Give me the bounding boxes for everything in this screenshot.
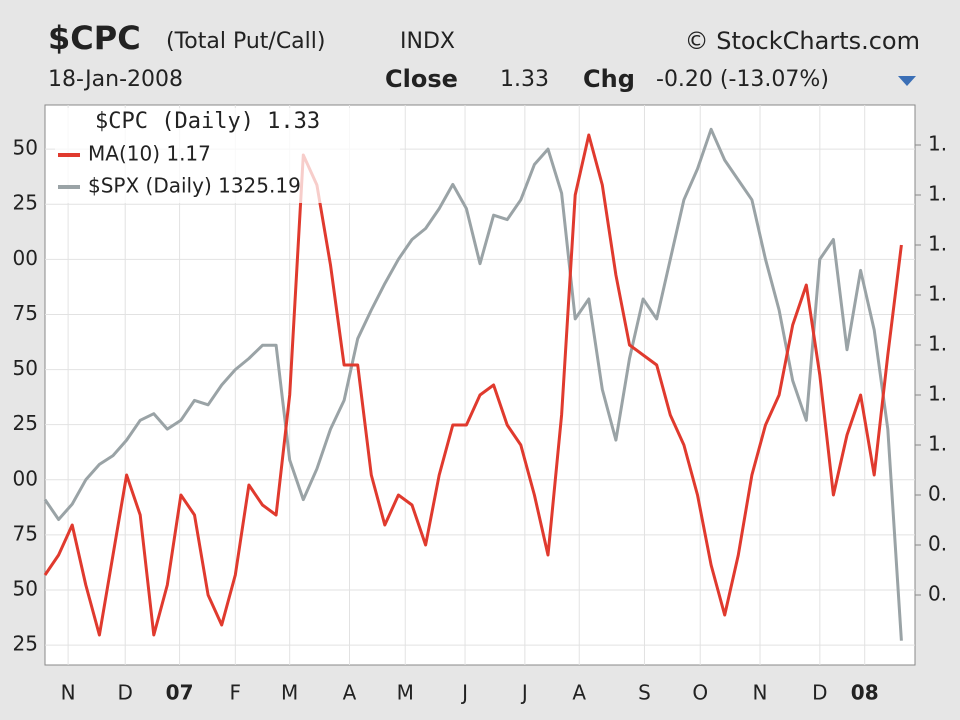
subtitle: (Total Put/Call) <box>166 29 325 54</box>
close-value: 1.33 <box>500 67 549 92</box>
close-label: Close <box>385 65 458 93</box>
y-tick-label: 75 <box>13 301 38 325</box>
y2-tick-label: 1. <box>928 132 947 156</box>
x-tick-label: 08 <box>851 681 879 705</box>
x-tick-label: J <box>460 681 468 705</box>
chg-label: Chg <box>583 65 635 93</box>
title: $CPC <box>48 19 141 57</box>
legend-title: $CPC (Daily) 1.33 <box>95 109 320 134</box>
y2-tick-label: 1. <box>928 332 947 356</box>
y-tick-label: 50 <box>13 577 38 601</box>
y2-tick-label: 1. <box>928 282 947 306</box>
y2-tick-label: 1. <box>928 432 947 456</box>
y-tick-label: 25 <box>13 632 38 656</box>
x-tick-label: N <box>61 681 76 705</box>
y-tick-label: 75 <box>13 521 38 545</box>
x-tick-label: M <box>397 681 414 705</box>
plot <box>43 105 915 665</box>
exchange: INDX <box>400 29 455 54</box>
legend-label: $SPX (Daily) 1325.19 <box>88 174 301 198</box>
x-tick-label: O <box>692 681 708 705</box>
legend-label: MA(10) 1.17 <box>88 142 211 166</box>
source: © StockCharts.com <box>685 27 920 55</box>
x-tick-label: N <box>753 681 768 705</box>
x-tick-label: A <box>343 681 357 705</box>
x-tick-label: M <box>281 681 298 705</box>
chg-value: -0.20 (-13.07%) <box>656 67 829 92</box>
x-tick-label: D <box>812 681 827 705</box>
y-tick-label: 25 <box>13 411 38 435</box>
x-tick-label: 07 <box>166 681 194 705</box>
y2-tick-label: 0. <box>928 582 947 606</box>
x-tick-label: A <box>572 681 586 705</box>
y-tick-label: 25 <box>13 191 38 215</box>
x-tick-label: F <box>230 681 242 705</box>
date: 18-Jan-2008 <box>48 67 183 92</box>
y-tick-label: 50 <box>13 136 38 160</box>
legend-bg <box>55 108 400 203</box>
y2-tick-label: 0. <box>928 482 947 506</box>
x-tick-label: J <box>520 681 528 705</box>
x-tick-label: D <box>118 681 133 705</box>
series-line <box>43 133 903 637</box>
series-line <box>43 127 903 641</box>
x-tick-label: S <box>638 681 651 705</box>
y2-tick-label: 1. <box>928 232 947 256</box>
y-tick-label: 00 <box>13 246 38 270</box>
y2-tick-label: 0. <box>928 532 947 556</box>
dropdown-arrow[interactable] <box>898 76 916 86</box>
y-tick-label: 50 <box>13 356 38 380</box>
y2-tick-label: 1. <box>928 182 947 206</box>
y2-tick-label: 1. <box>928 382 947 406</box>
y-tick-label: 00 <box>13 466 38 490</box>
